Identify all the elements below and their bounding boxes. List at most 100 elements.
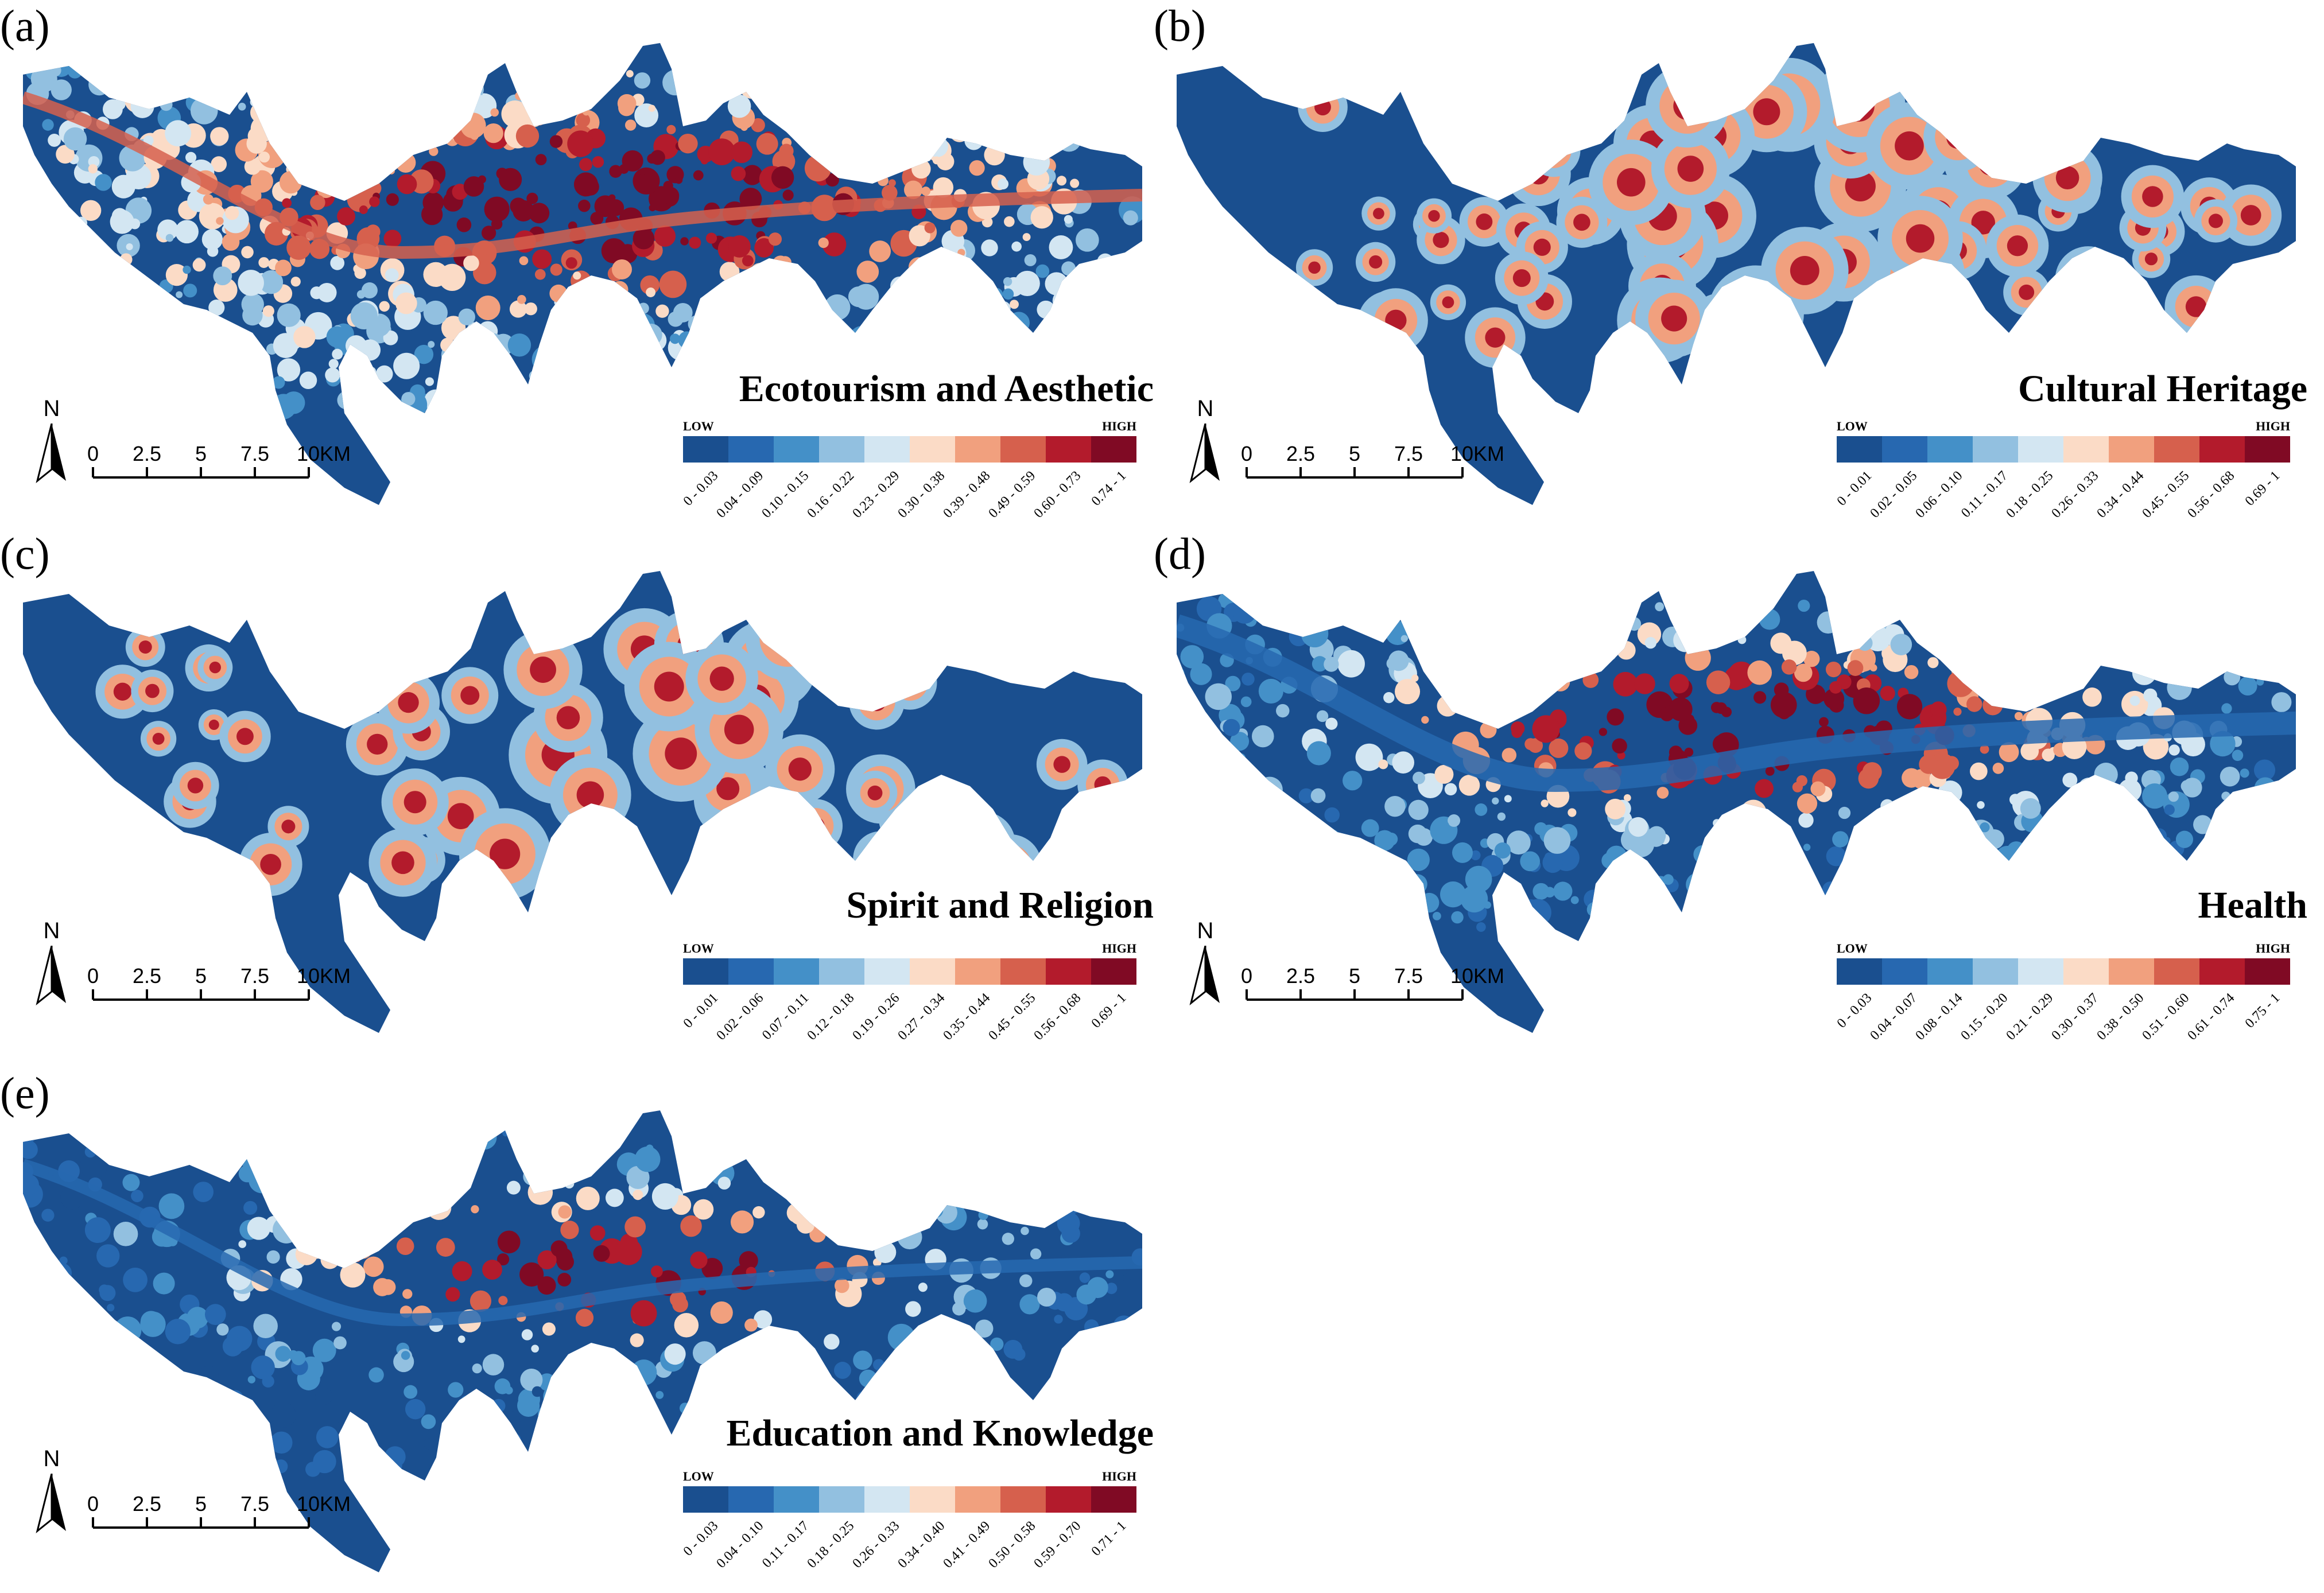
- raster-cell: [216, 217, 224, 225]
- raster-cell: [1728, 661, 1755, 689]
- raster-cell: [1953, 708, 1962, 716]
- raster-cell: [1825, 661, 1842, 678]
- raster-cell: [104, 343, 115, 353]
- raster-cell: [1305, 894, 1321, 911]
- raster-cell: [253, 1314, 278, 1339]
- raster-cell: [118, 287, 142, 311]
- raster-cell: [937, 209, 948, 220]
- raster-cell: [834, 1362, 851, 1379]
- raster-cell: [520, 1368, 543, 1392]
- legend-range-label: 0.30 - 0.37: [2048, 990, 2102, 1043]
- raster-cell: [532, 1135, 547, 1150]
- raster-cell: [2210, 731, 2236, 757]
- raster-cell: [199, 203, 226, 230]
- raster-cell: [2051, 595, 2079, 623]
- raster-cell: [290, 277, 301, 287]
- raster-cell: [286, 235, 311, 260]
- hotspot-core: [1946, 126, 1970, 149]
- raster-cell: [524, 302, 537, 316]
- raster-cell: [492, 389, 520, 417]
- raster-cell: [648, 104, 655, 112]
- raster-cell: [436, 1238, 455, 1257]
- legend-swatch: [1091, 1486, 1136, 1513]
- hotspot-halo: [373, 600, 425, 652]
- raster-cell: [23, 258, 37, 284]
- hotspot-core: [490, 838, 521, 869]
- hotspot-ring: [858, 683, 895, 721]
- raster-cell: [1212, 777, 1235, 800]
- raster-cell: [2009, 794, 2022, 806]
- raster-cell: [48, 134, 61, 147]
- raster-cell: [139, 1133, 153, 1147]
- raster-cell: [889, 179, 896, 187]
- raster-cell: [565, 347, 579, 361]
- raster-cell: [375, 365, 393, 383]
- raster-cell: [1627, 617, 1642, 631]
- raster-cell: [567, 286, 595, 314]
- raster-cell: [793, 1183, 801, 1192]
- raster-cell: [1838, 806, 1851, 819]
- raster-cell: [395, 292, 417, 314]
- raster-cell: [786, 293, 798, 306]
- raster-cell: [345, 335, 367, 357]
- raster-cell: [1992, 763, 2004, 774]
- raster-cell: [517, 295, 526, 304]
- raster-cell: [2097, 793, 2107, 803]
- raster-cell: [1400, 635, 1408, 642]
- scale-bar-tick-label: 2.5: [1286, 964, 1316, 988]
- raster-cell: [921, 1396, 935, 1410]
- legend-range-labels: 0 - 0.03 0.04 - 0.10 0.11 - 0.17 0.18 - 0.2…: [681, 1518, 1136, 1593]
- raster-cell: [2221, 791, 2230, 801]
- raster-cell: [689, 236, 701, 249]
- raster-cell: [1075, 286, 1092, 302]
- hotspot-core: [1373, 208, 1384, 220]
- hotspot-core: [367, 733, 388, 755]
- raster-cell: [363, 1256, 384, 1277]
- raster-cell: [1550, 672, 1570, 691]
- raster-cell: [227, 1390, 243, 1406]
- raster-cell: [1095, 358, 1103, 366]
- raster-cell: [2102, 783, 2122, 803]
- raster-cell: [96, 1244, 120, 1268]
- raster-cell: [350, 1127, 365, 1142]
- hotspot-halo: [1299, 316, 1340, 358]
- raster-cell: [739, 72, 766, 99]
- raster-cell: [546, 1447, 562, 1463]
- raster-cell: [1999, 883, 2022, 906]
- raster-cell: [1336, 889, 1345, 899]
- raster-cell: [2020, 742, 2039, 760]
- raster-cell: [42, 119, 54, 131]
- raster-cell: [1008, 312, 1030, 334]
- raster-cell: [397, 174, 417, 195]
- raster-cell: [153, 1272, 175, 1295]
- north-arrow-shape: [36, 423, 66, 483]
- raster-cell: [1798, 599, 1810, 612]
- hotspot-core: [1385, 309, 1407, 331]
- raster-cell: [1291, 607, 1316, 631]
- raster-cell: [1011, 1191, 1019, 1199]
- raster-cell: [2129, 912, 2156, 939]
- raster-cell: [1541, 799, 1549, 807]
- raster-cell: [1105, 75, 1130, 100]
- raster-cell: [1302, 906, 1325, 928]
- raster-cell: [815, 63, 841, 88]
- raster-cell: [1483, 901, 1491, 909]
- raster-cell: [1208, 823, 1222, 837]
- raster-cell: [1597, 641, 1618, 662]
- raster-cell: [564, 1420, 575, 1431]
- raster-cell: [2221, 660, 2232, 671]
- raster-cell: [987, 1385, 1004, 1402]
- raster-cell: [498, 1296, 508, 1306]
- raster-cell: [2096, 865, 2119, 888]
- study-area-map: [23, 43, 1142, 505]
- hotspot-halo: [950, 811, 1016, 876]
- raster-cell: [1057, 176, 1067, 186]
- raster-cell: [491, 218, 503, 230]
- hotspot-ring: [892, 841, 939, 888]
- raster-cell: [872, 76, 889, 93]
- hotspot-ring: [1697, 305, 1747, 355]
- raster-cell: [482, 1260, 502, 1280]
- raster-cell: [767, 318, 780, 331]
- raster-cell: [482, 1354, 505, 1376]
- raster-cell: [1006, 79, 1025, 99]
